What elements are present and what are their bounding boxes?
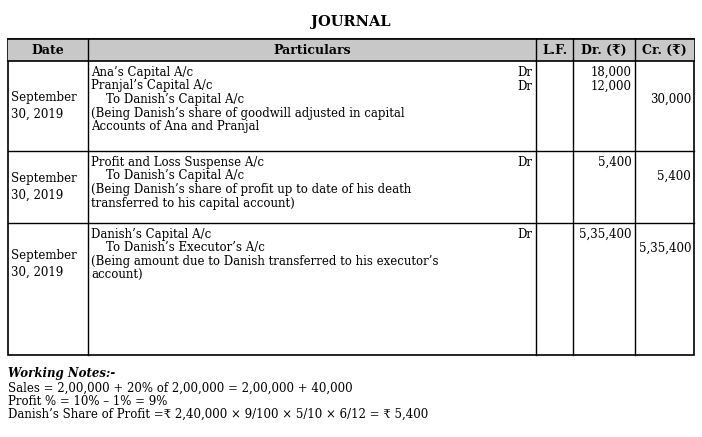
Text: (Being Danish’s share of profit up to date of his death: (Being Danish’s share of profit up to da… <box>91 183 411 196</box>
Text: 30,000: 30,000 <box>650 93 691 106</box>
Text: Profit and Loss Suspense A/c: Profit and Loss Suspense A/c <box>91 156 264 169</box>
Text: Cr. (₹): Cr. (₹) <box>642 44 687 56</box>
Text: Dr: Dr <box>517 66 532 79</box>
Text: To Danish’s Capital A/c: To Danish’s Capital A/c <box>91 93 244 106</box>
Text: Danish’s Capital A/c: Danish’s Capital A/c <box>91 228 211 241</box>
Bar <box>8 39 694 355</box>
Text: To Danish’s Capital A/c: To Danish’s Capital A/c <box>91 170 244 183</box>
Text: 5,35,400: 5,35,400 <box>639 242 691 254</box>
Text: 5,400: 5,400 <box>657 170 691 183</box>
Text: (Being Danish’s share of goodwill adjusted in capital: (Being Danish’s share of goodwill adjust… <box>91 107 404 119</box>
Text: 12,000: 12,000 <box>591 80 632 93</box>
Text: To Danish’s Executor’s A/c: To Danish’s Executor’s A/c <box>91 242 265 254</box>
Text: September
30, 2019: September 30, 2019 <box>11 172 77 202</box>
Text: Pranjal’s Capital A/c: Pranjal’s Capital A/c <box>91 80 213 93</box>
Bar <box>8 39 694 61</box>
Text: Particulars: Particulars <box>273 44 351 56</box>
Text: September
30, 2019: September 30, 2019 <box>11 91 77 121</box>
Text: Working Notes:-: Working Notes:- <box>8 367 115 380</box>
Text: Date: Date <box>32 44 65 56</box>
Text: Accounts of Ana and Pranjal: Accounts of Ana and Pranjal <box>91 120 259 133</box>
Text: 5,35,400: 5,35,400 <box>579 228 632 241</box>
Text: Dr: Dr <box>517 80 532 93</box>
Text: account): account) <box>91 268 143 281</box>
Text: transferred to his capital account): transferred to his capital account) <box>91 197 295 209</box>
Text: 18,000: 18,000 <box>591 66 632 79</box>
Text: Dr: Dr <box>517 156 532 169</box>
Text: Profit % = 10% – 1% = 9%: Profit % = 10% – 1% = 9% <box>8 395 167 408</box>
Text: Danish’s Share of Profit =₹ 2,40,000 × 9/100 × 5/10 × 6/12 = ₹ 5,400: Danish’s Share of Profit =₹ 2,40,000 × 9… <box>8 408 428 421</box>
Text: (Being amount due to Danish transferred to his executor’s: (Being amount due to Danish transferred … <box>91 255 439 268</box>
Text: 5,400: 5,400 <box>598 156 632 169</box>
Text: September
30, 2019: September 30, 2019 <box>11 249 77 279</box>
Text: Dr. (₹): Dr. (₹) <box>581 44 627 56</box>
Text: L.F.: L.F. <box>542 44 567 56</box>
Text: Sales = 2,00,000 + 20% of 2,00,000 = 2,00,000 + 40,000: Sales = 2,00,000 + 20% of 2,00,000 = 2,0… <box>8 382 352 395</box>
Text: Ana’s Capital A/c: Ana’s Capital A/c <box>91 66 193 79</box>
Text: JOURNAL: JOURNAL <box>311 15 391 29</box>
Text: Dr: Dr <box>517 228 532 241</box>
